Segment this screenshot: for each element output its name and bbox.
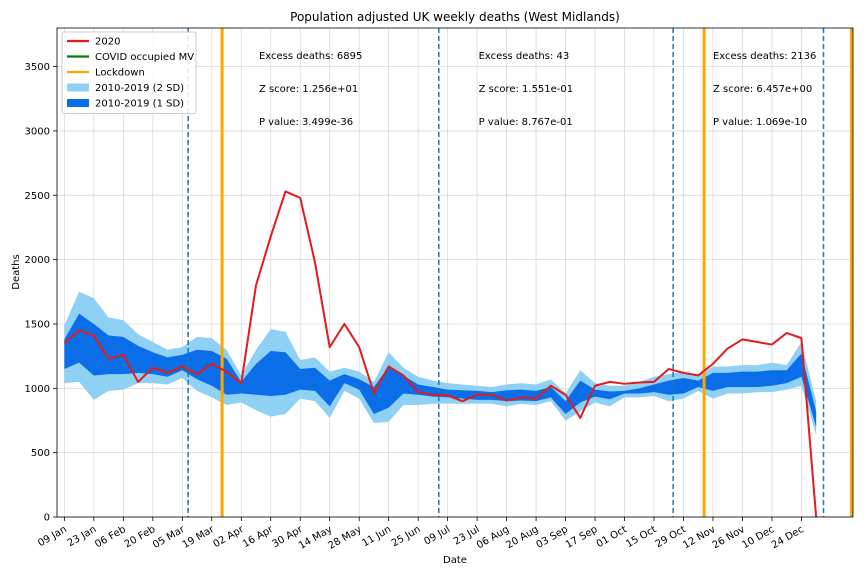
x-tick-label: 10 Dec [740,524,776,551]
stat-annotation: Z score: 1.551e-01 [479,84,574,95]
x-tick-label: 03 Sep [534,524,570,551]
x-tick-label: 20 Aug [504,524,540,551]
stat-annotation: Excess deaths: 6895 [259,51,362,62]
y-tick-label: 1000 [25,384,50,395]
legend: 2020 COVID occupied MV Lockdown 2010-2019 (… [61,31,197,114]
x-axis-title: Date [443,555,467,566]
x-tick-label: 16 Apr [241,524,276,551]
y-tick-label: 2500 [25,191,50,202]
x-tick-label: 12 Nov [681,524,717,551]
band-2010-2019-1-sd- [64,313,817,427]
x-tick-label: 23 Jan [66,524,99,549]
legend-label: COVID occupied MV [95,52,194,63]
legend-label: 2020 [95,37,120,48]
legend-swatch [67,99,89,107]
x-tick-label: 28 May [327,524,364,552]
x-tick-label: 24 Dec [770,524,806,551]
x-tick-label: 01 Oct [595,524,629,550]
stat-annotation: Z score: 6.457e+00 [713,84,812,95]
stat-annotation: P value: 8.767e-01 [479,117,573,128]
x-tick-label: 15 Oct [624,524,658,550]
y-axis-title: Deaths [11,254,22,289]
stat-annotation: Excess deaths: 2136 [713,51,816,62]
x-tick-label: 25 Jun [390,524,423,549]
legend-box [61,31,197,114]
x-tick-label: 09 Jul [422,524,452,548]
plot-frame [56,27,854,518]
legend-label: 2010-2019 (1 SD) [95,99,184,110]
band-2010-2019-2-sd- [64,291,817,435]
stat-annotation: P value: 3.499e-36 [259,117,353,128]
x-tick-label: 17 Sep [564,524,600,551]
y-tick-label: 0 [44,513,50,524]
y-tick-label: 500 [31,448,50,459]
y-tick-label: 3000 [25,126,50,137]
x-tick-label: 06 Feb [93,524,128,550]
legend-label: 2010-2019 (2 SD) [95,83,184,94]
x-tick-label: 02 Apr [212,524,247,551]
x-tick-label: 05 Mar [151,524,187,551]
x-tick-label: 09 Jan [36,524,69,549]
legend-label: Lockdown [95,68,145,79]
x-tick-label: 19 Mar [181,524,217,551]
stat-annotation: Excess deaths: 43 [479,51,570,62]
x-tick-label: 26 Nov [711,524,747,551]
legend-swatch [67,83,89,92]
y-tick-label: 2000 [25,255,50,266]
stat-annotation: Z score: 1.256e+01 [259,84,358,95]
x-tick-label: 11 Jun [360,524,393,549]
x-tick-label: 06 Aug [475,524,511,551]
x-tick-label: 20 Feb [123,524,158,550]
series-line-2020 [63,190,818,518]
y-tick-label: 3500 [25,62,50,73]
y-tick-label: 1500 [25,319,50,330]
chart-title: Population adjusted UK weekly deaths (We… [290,10,620,24]
stat-annotation: P value: 1.069e-10 [713,117,807,128]
